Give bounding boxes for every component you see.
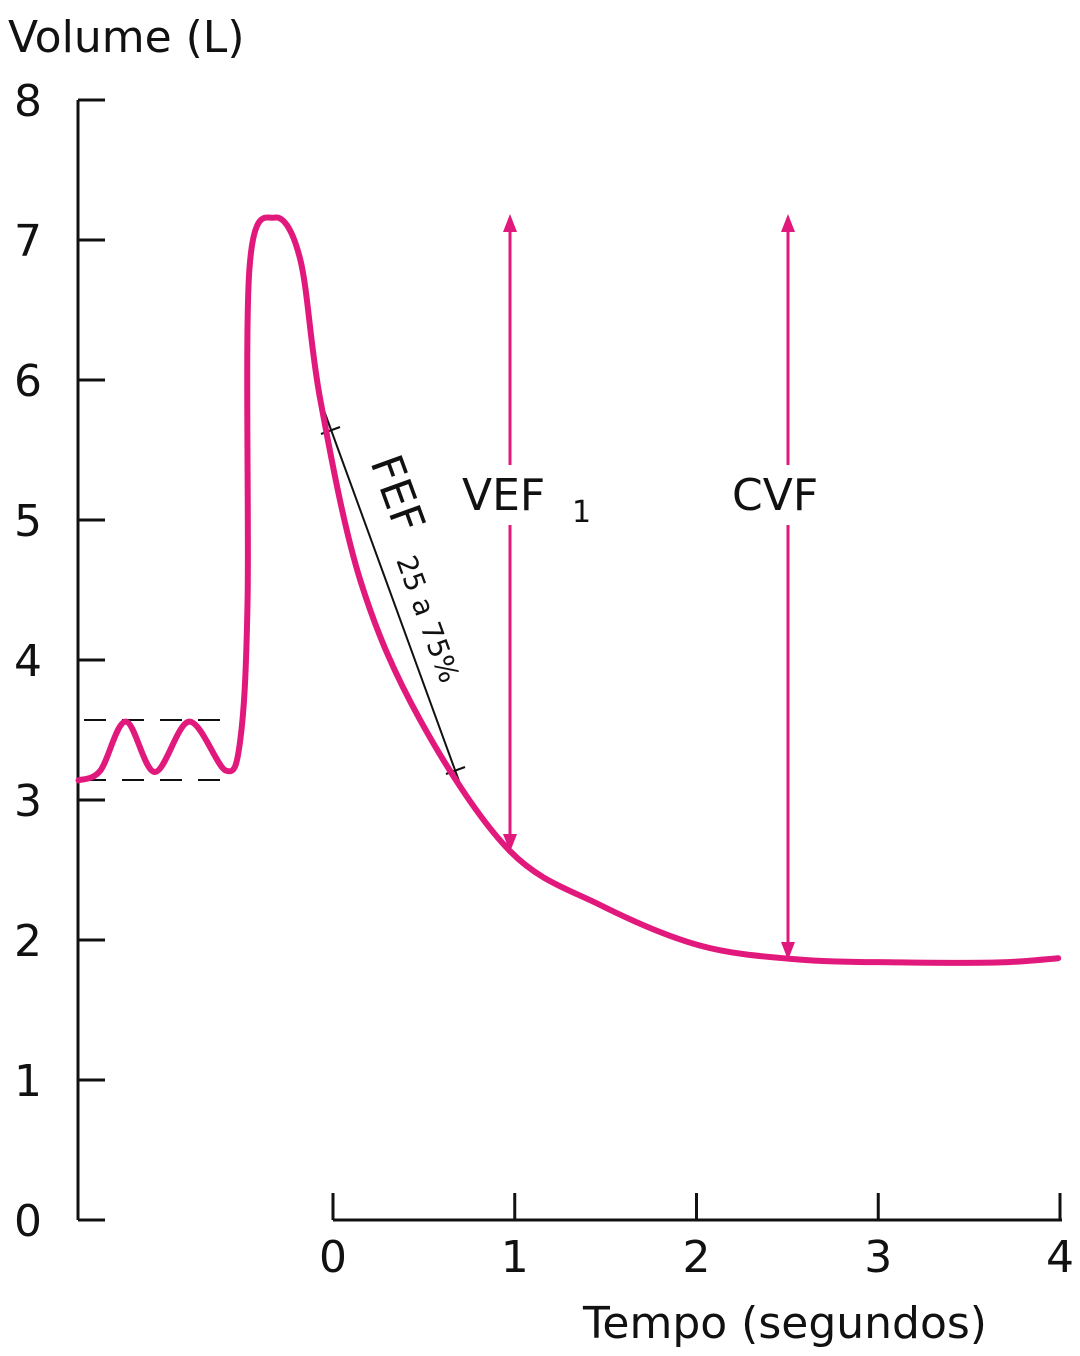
y-tick-label: 6 <box>14 356 42 407</box>
y-tick-label: 3 <box>14 776 42 827</box>
y-tick-label: 0 <box>14 1196 42 1247</box>
x-tick-label: 1 <box>501 1232 529 1283</box>
vef-label: VEF <box>462 470 545 521</box>
x-axis-label: Tempo (segundos) <box>582 1298 987 1349</box>
x-tick-label: 4 <box>1046 1232 1074 1283</box>
x-tick-label: 3 <box>864 1232 892 1283</box>
dashed-baseline <box>84 719 236 781</box>
volume-curve <box>75 214 1062 966</box>
y-tick-label: 4 <box>14 636 42 687</box>
y-tick-label: 1 <box>14 1056 42 1107</box>
y-tick-label: 2 <box>14 916 42 967</box>
vef-subscript: 1 <box>572 495 591 530</box>
y-tick-label: 8 <box>14 76 42 127</box>
x-tick-label: 0 <box>319 1232 347 1283</box>
y-tick-label: 7 <box>14 216 42 267</box>
label-bg <box>455 465 565 525</box>
cvf-label: CVF <box>732 470 818 521</box>
y-axis-label: Volume (L) <box>8 12 244 63</box>
label-bg <box>728 465 828 525</box>
y-tick-label: 5 <box>14 496 42 547</box>
fef-slope <box>321 404 464 793</box>
x-tick-label: 2 <box>683 1232 711 1283</box>
cvf-arrow <box>781 214 795 960</box>
fef-label: FEF <box>360 448 435 539</box>
vef1-arrow <box>503 214 517 852</box>
